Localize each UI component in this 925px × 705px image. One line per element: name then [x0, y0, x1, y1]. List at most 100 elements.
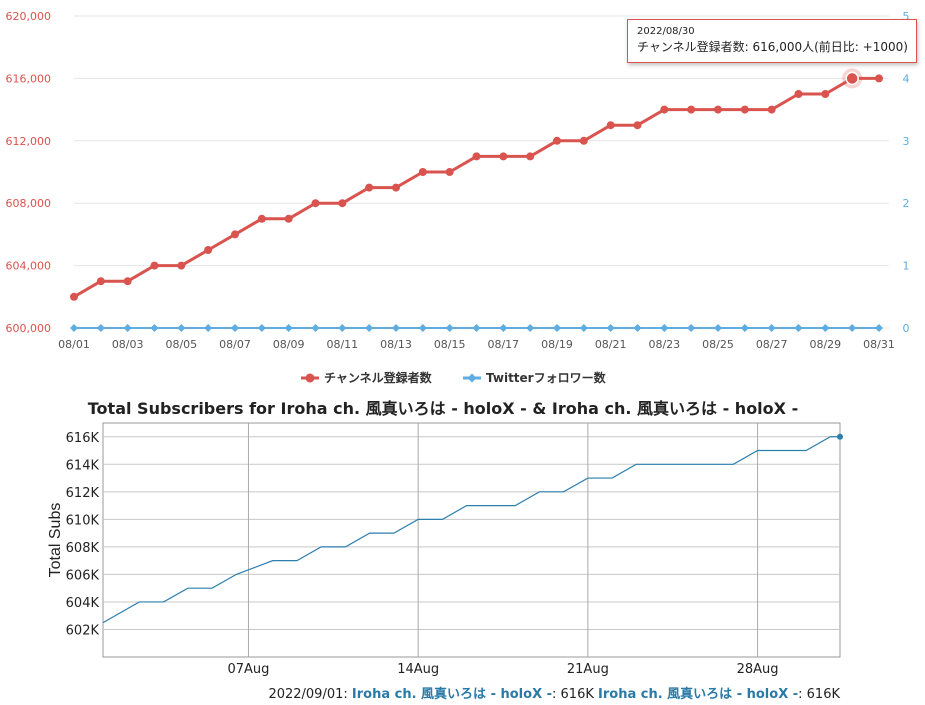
twitter-data-point — [257, 324, 266, 332]
plot-frame — [102, 422, 841, 658]
y-right-tick-label: 1 — [903, 260, 910, 273]
x-tick-label: 08/19 — [541, 338, 573, 351]
x-tick-label: 08/09 — [273, 338, 305, 351]
y-tick-label: 608K — [66, 541, 100, 556]
subscriber-data-point — [526, 152, 535, 161]
footer-value-1: : 616K — [552, 687, 594, 702]
bottom-chart-title: Total Subscribers for Iroha ch. 風真いろは - … — [88, 399, 798, 418]
twitter-data-point — [418, 324, 427, 332]
subscriber-data-point — [418, 168, 427, 176]
x-tick-label: 28Aug — [737, 662, 779, 677]
x-tick-label: 08/03 — [112, 338, 144, 351]
y-right-tick-label: 4 — [903, 72, 910, 85]
x-tick-label: 08/15 — [434, 338, 466, 351]
footer-channel-name-1[interactable]: Iroha ch. 風真いろは - holoX - — [351, 687, 553, 702]
twitter-data-point — [70, 324, 78, 332]
x-tick-label: 08/31 — [863, 338, 895, 351]
twitter-data-point — [177, 324, 186, 332]
x-tick-label: 08/01 — [58, 338, 90, 351]
y-left-tick-label: 612,000 — [6, 135, 52, 148]
chart-footer: 2022/09/01: Iroha ch. 風真いろは - holoX -: 6… — [268, 683, 840, 702]
subscriber-data-point — [204, 246, 213, 254]
twitter-data-point — [848, 324, 857, 332]
y-axis-label: Total Subs — [47, 503, 64, 578]
tooltip-date: 2022/08/30 — [637, 26, 695, 37]
subscriber-data-point — [499, 152, 508, 161]
twitter-data-point — [633, 324, 642, 332]
y-tick-label: 602K — [66, 623, 100, 638]
twitter-data-point — [365, 324, 374, 332]
y-left-tick-label: 604,000 — [6, 260, 52, 273]
x-tick-label: 14Aug — [397, 662, 439, 677]
x-tick-label: 08/29 — [809, 338, 841, 351]
y-right-tick-label: 5 — [903, 10, 910, 23]
subscriber-data-point — [445, 168, 454, 176]
x-tick-label: 21Aug — [567, 662, 609, 677]
subscriber-data-point — [392, 183, 400, 192]
twitter-data-point — [714, 324, 722, 332]
twitter-data-point — [606, 324, 615, 332]
x-tick-label: 08/07 — [219, 338, 251, 351]
subscriber-data-point — [740, 105, 749, 114]
footer-channel-name-2[interactable]: Iroha ch. 風真いろは - holoX - — [598, 687, 799, 702]
subscriber-data-point — [257, 214, 266, 223]
x-tick-label: 08/25 — [702, 338, 734, 351]
tooltip-value: チャンネル登録者数: 616,000人(前日比: +1000) — [637, 40, 908, 54]
twitter-data-point — [875, 324, 883, 332]
y-tick-label: 610K — [66, 513, 100, 528]
legend-subs-swatch-marker — [305, 373, 315, 383]
subscriber-data-point — [767, 105, 776, 114]
twitter-data-point — [794, 324, 803, 332]
y-left-tick-label: 608,000 — [6, 197, 52, 210]
series-end-point — [837, 433, 843, 440]
x-tick-label: 08/05 — [165, 338, 197, 351]
twitter-data-point — [740, 324, 749, 332]
twitter-data-point — [204, 324, 213, 332]
twitter-data-point — [660, 324, 669, 332]
subscriber-data-point — [96, 277, 105, 286]
legend-twitter-label: Twitterフォロワー数 — [486, 370, 607, 385]
subscriber-data-point — [606, 121, 615, 130]
twitter-data-point — [579, 324, 588, 332]
x-tick-label: 08/21 — [595, 338, 627, 351]
legend-twitter-swatch-marker — [467, 373, 477, 383]
chart-tooltip: 2022/08/30 チャンネル登録者数: 616,000人(前日比: +100… — [627, 19, 917, 63]
subscriber-data-point — [821, 90, 830, 98]
subscriber-series-line — [73, 76, 879, 299]
subscriber-data-point — [633, 121, 642, 130]
y-tick-label: 612K — [66, 486, 100, 501]
twitter-data-point — [392, 324, 400, 332]
twitter-data-point — [284, 324, 293, 332]
subscriber-data-point — [70, 292, 78, 301]
subscriber-data-point — [123, 277, 132, 286]
subscriber-data-point — [284, 214, 293, 223]
twitter-data-point — [338, 324, 347, 332]
subscriber-data-point — [579, 136, 588, 145]
x-tick-label: 08/23 — [648, 338, 680, 351]
x-tick-label: 08/11 — [326, 338, 358, 351]
subscriber-data-point — [338, 199, 347, 208]
subscriber-data-point — [472, 152, 481, 161]
y-tick-label: 604K — [66, 596, 100, 611]
y-left-tick-label: 616,000 — [6, 72, 52, 85]
twitter-data-point — [96, 324, 105, 332]
subscriber-data-point — [687, 105, 696, 114]
y-right-tick-label: 0 — [903, 322, 910, 335]
subscriber-data-point — [845, 71, 859, 86]
twitter-data-point — [767, 324, 776, 332]
subscriber-data-point — [875, 74, 883, 83]
twitter-data-point — [123, 324, 132, 332]
twitter-data-point — [499, 324, 508, 332]
twitter-data-point — [445, 324, 454, 332]
subscriber-data-point — [231, 230, 239, 239]
y-right-tick-label: 2 — [903, 197, 910, 210]
y-tick-label: 606K — [66, 568, 100, 583]
y-tick-label: 616K — [66, 431, 100, 446]
subscriber-chart-top: 600,000 604,000 608,000 612,000 616,000 620,0… — [6, 10, 910, 385]
y-left-tick-label: 600,000 — [6, 322, 52, 335]
subscriber-data-point — [150, 261, 159, 270]
subs-series-line — [102, 436, 840, 624]
subscriber-data-point — [365, 183, 374, 192]
subscriber-data-point — [714, 105, 722, 114]
twitter-data-point — [150, 324, 159, 332]
